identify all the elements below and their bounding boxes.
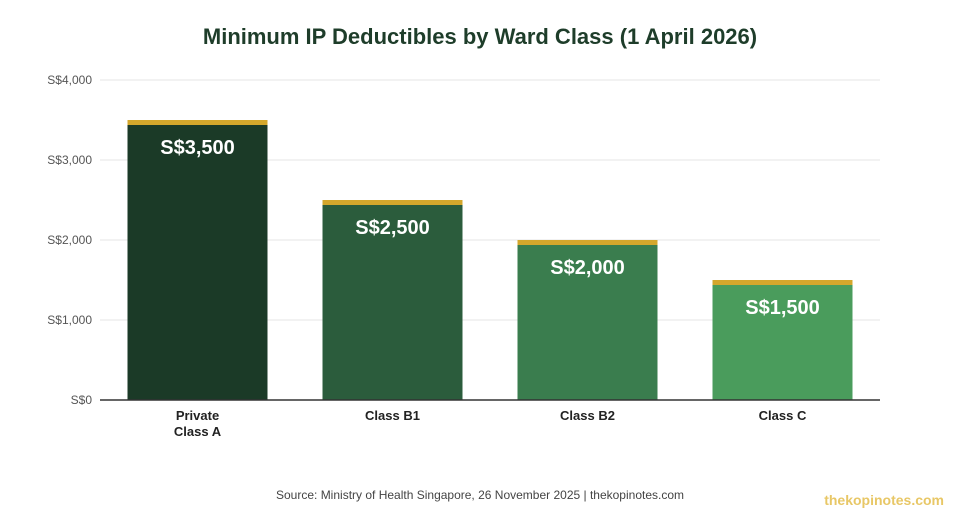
x-tick-label: Private bbox=[176, 408, 219, 423]
y-tick-label: S$4,000 bbox=[47, 73, 92, 87]
y-tick-label: S$2,000 bbox=[47, 233, 92, 247]
y-tick-label: S$0 bbox=[71, 393, 93, 407]
source-note: Source: Ministry of Health Singapore, 26… bbox=[276, 488, 684, 502]
bar bbox=[712, 280, 853, 400]
x-tick-label: Class C bbox=[759, 408, 807, 423]
bar-chart: S$0 S$1,000 S$2,000 S$3,000 S$4,000 S$3,500 Pr… bbox=[47, 73, 880, 439]
bar bbox=[127, 120, 268, 400]
y-tick-label: S$3,000 bbox=[47, 153, 92, 167]
bar-value-label: S$1,500 bbox=[745, 297, 820, 319]
bar-top-accent bbox=[127, 120, 268, 125]
x-tick-label: Class B2 bbox=[560, 408, 615, 423]
bar-value-label: S$2,000 bbox=[550, 257, 625, 279]
x-tick-label: Class A bbox=[174, 424, 222, 439]
bar bbox=[517, 240, 658, 400]
bar-value-label: S$2,500 bbox=[355, 217, 430, 239]
bar bbox=[322, 200, 463, 400]
chart-title: Minimum IP Deductibles by Ward Class (1 … bbox=[202, 24, 758, 49]
bar-value-label: S$3,500 bbox=[160, 137, 235, 159]
x-tick-label: Class B1 bbox=[365, 408, 420, 423]
bar-top-accent bbox=[517, 240, 658, 245]
bar-top-accent bbox=[712, 280, 853, 285]
y-tick-label: S$1,000 bbox=[47, 313, 92, 327]
watermark: thekopinotes.com bbox=[824, 492, 944, 508]
bar-top-accent bbox=[322, 200, 463, 205]
